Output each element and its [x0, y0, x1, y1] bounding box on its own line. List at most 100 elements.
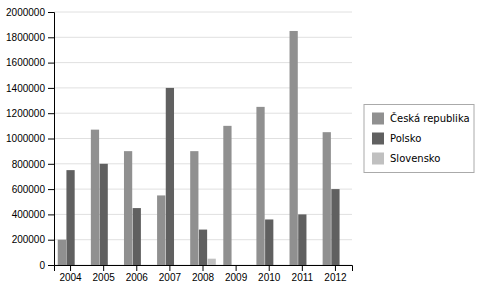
tick-label: 600000	[12, 184, 46, 195]
bar	[157, 195, 165, 265]
bar	[307, 265, 315, 266]
legend-swatch	[372, 133, 384, 145]
bar	[166, 88, 174, 265]
bar	[141, 265, 149, 266]
tick: 0	[39, 260, 54, 271]
tick: 2011	[292, 265, 314, 283]
tick: 400000	[12, 209, 54, 220]
bar	[298, 214, 306, 265]
tick-mark	[335, 265, 336, 271]
tick: 1600000	[6, 57, 54, 68]
tick-label: 2010	[258, 272, 281, 283]
bar	[223, 126, 231, 265]
tick-label: 2008	[192, 272, 215, 283]
legend-label: Polsko	[390, 133, 421, 144]
tick-label: 2005	[93, 272, 116, 283]
tick-label: 2012	[324, 272, 347, 283]
tick: 2006	[126, 265, 149, 283]
tick-mark	[169, 265, 170, 271]
tick-mark	[48, 265, 54, 266]
tick-label: 1800000	[6, 32, 45, 43]
grid-line	[54, 62, 352, 63]
axis-line	[55, 266, 353, 272]
grid-line	[54, 12, 352, 13]
tick: 1800000	[6, 32, 54, 43]
tick: 2009	[225, 265, 248, 283]
plot: 0 200000 400000 600000 800000 1000000 1200000 1…	[6, 7, 352, 283]
x-axis: 2004 2005 2006 2007 2008 2009 2010 2011 2012	[55, 265, 353, 283]
bars	[58, 31, 340, 265]
bar	[133, 208, 141, 265]
tick-label: 0	[39, 260, 45, 271]
bar	[100, 164, 108, 265]
tick-label: 1400000	[6, 83, 45, 94]
tick-label: 1000000	[6, 133, 45, 144]
tick: 2005	[93, 265, 116, 283]
tick-mark	[48, 88, 54, 89]
bar	[256, 107, 264, 265]
tick: 1000000	[6, 133, 54, 144]
tick-label: 2007	[159, 272, 182, 283]
tick: 1200000	[6, 108, 54, 119]
bar	[265, 219, 273, 265]
tick-label: 2004	[59, 272, 82, 283]
legend-item: Polsko	[372, 133, 421, 145]
legend: Česká republika Polsko Slovensko	[364, 105, 474, 173]
tick-mark	[302, 265, 303, 271]
bar	[199, 230, 207, 265]
bar	[290, 31, 298, 265]
series	[66, 88, 339, 265]
tick: 2008	[192, 265, 215, 283]
bar	[208, 259, 216, 265]
tick: 800000	[12, 159, 54, 170]
tick-label: 1200000	[6, 108, 45, 119]
tick-mark	[48, 164, 54, 165]
grid-line	[54, 37, 352, 38]
bar	[58, 240, 66, 265]
tick-label: 200000	[12, 234, 46, 245]
tick-mark	[48, 139, 54, 140]
bar	[75, 265, 83, 266]
bar	[274, 265, 282, 266]
bar	[91, 130, 99, 265]
tick-mark	[48, 214, 54, 215]
tick-mark	[48, 113, 54, 114]
tick-mark	[48, 37, 54, 38]
axis-line	[48, 13, 55, 266]
tick-label: 1600000	[6, 57, 45, 68]
bar	[331, 189, 339, 265]
legend-label: Slovensko	[390, 153, 440, 164]
legend-item: Česká republika	[372, 112, 470, 125]
tick: 2007	[159, 265, 182, 283]
tick-mark	[103, 265, 104, 271]
tick: 1400000	[6, 83, 54, 94]
bar	[66, 170, 74, 265]
legend-swatch	[372, 153, 384, 165]
tick-label: 2006	[126, 272, 149, 283]
tick-mark	[48, 12, 54, 13]
y-axis: 0 200000 400000 600000 800000 1000000 1200000 1…	[6, 7, 54, 271]
chart: 0 200000 400000 600000 800000 1000000 1200000 1…	[0, 0, 480, 289]
tick: 2010	[258, 265, 281, 283]
legend-frame	[364, 105, 474, 173]
legend-swatch	[372, 113, 384, 125]
tick: 2012	[324, 265, 347, 283]
tick: 2000000	[6, 7, 54, 18]
bar	[108, 265, 116, 266]
bar	[174, 265, 182, 266]
series	[208, 259, 216, 265]
bar	[323, 132, 331, 265]
tick-label: 800000	[12, 159, 46, 170]
bar	[340, 265, 348, 266]
tick-mark	[48, 63, 54, 64]
tick-mark	[236, 265, 237, 271]
tick: 200000	[12, 234, 54, 245]
tick: 600000	[12, 184, 54, 195]
grid-line	[54, 113, 352, 114]
tick-mark	[203, 265, 204, 271]
tick-mark	[48, 240, 54, 241]
bar	[124, 151, 132, 265]
tick-label: 2011	[292, 272, 314, 283]
tick-mark	[269, 265, 270, 271]
series	[58, 31, 331, 265]
